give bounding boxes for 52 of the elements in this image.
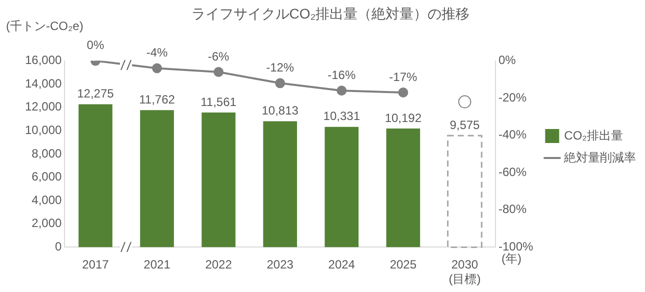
data-label: 11,762: [139, 92, 176, 106]
data-label: 10,813: [262, 104, 299, 118]
data-label: 10,192: [384, 110, 422, 125]
data-label: -6%: [208, 49, 230, 64]
y-tick-label: 0: [55, 240, 62, 254]
x-axis-title: (年): [501, 252, 522, 266]
legend-label: 絶対量削減率: [563, 150, 636, 164]
data-label: -4%: [146, 46, 168, 60]
legend-label: CO₂排出量: [564, 128, 623, 142]
y2-tick-label: -60%: [498, 164, 527, 179]
chart-title: ライフサイクルCO₂排出量（絶対量）の推移: [191, 5, 470, 22]
y2-tick-label: 0%: [498, 53, 516, 68]
x-tick-label: 2023: [266, 258, 294, 272]
y2-tick-label: -20%: [498, 90, 527, 104]
data-label: 11,561: [200, 94, 237, 109]
y-tick-label: 4,000: [32, 192, 62, 207]
data-label: -17%: [389, 70, 418, 84]
bar: [324, 126, 359, 248]
bar: [447, 134, 482, 248]
bar: [386, 128, 420, 248]
data-label: 10,331: [323, 109, 360, 124]
y-tick-label: 2,000: [32, 216, 62, 230]
data-label: 9,575: [450, 118, 480, 132]
data-label: 12,275: [77, 86, 114, 101]
y2-tick-label: -100%: [498, 240, 534, 254]
y-tick-label: 10,000: [25, 123, 62, 138]
data-label: -16%: [328, 68, 356, 82]
point: [152, 63, 162, 74]
x-tick-label: 2022: [205, 258, 232, 272]
point: [336, 86, 347, 96]
data-label: 0%: [86, 38, 104, 52]
y-axis-title: (千トン-CO₂e): [6, 19, 84, 34]
point: [275, 78, 286, 88]
y2-tick-label: -40%: [498, 128, 527, 142]
bar: [263, 121, 298, 248]
x-tick-label: 2030 (目標): [448, 258, 481, 286]
point: [214, 66, 224, 77]
y-tick-label: 12,000: [25, 100, 62, 114]
bar: [202, 112, 236, 248]
x-tick-label: 2017: [82, 258, 110, 272]
y-tick-label: 8,000: [32, 146, 62, 160]
y-tick-label: 16,000: [25, 53, 62, 68]
y-tick-label: 14,000: [25, 76, 62, 90]
y2-tick-label: -80%: [498, 202, 527, 216]
x-tick-label: 2021: [144, 258, 171, 272]
point: [398, 87, 408, 98]
x-tick-label: 2025: [390, 258, 417, 272]
bar: [140, 110, 174, 248]
y-tick-label: 6,000: [32, 170, 62, 184]
x-tick-label: 2024: [328, 258, 356, 272]
data-label: -12%: [266, 60, 294, 74]
bar: [78, 104, 112, 248]
